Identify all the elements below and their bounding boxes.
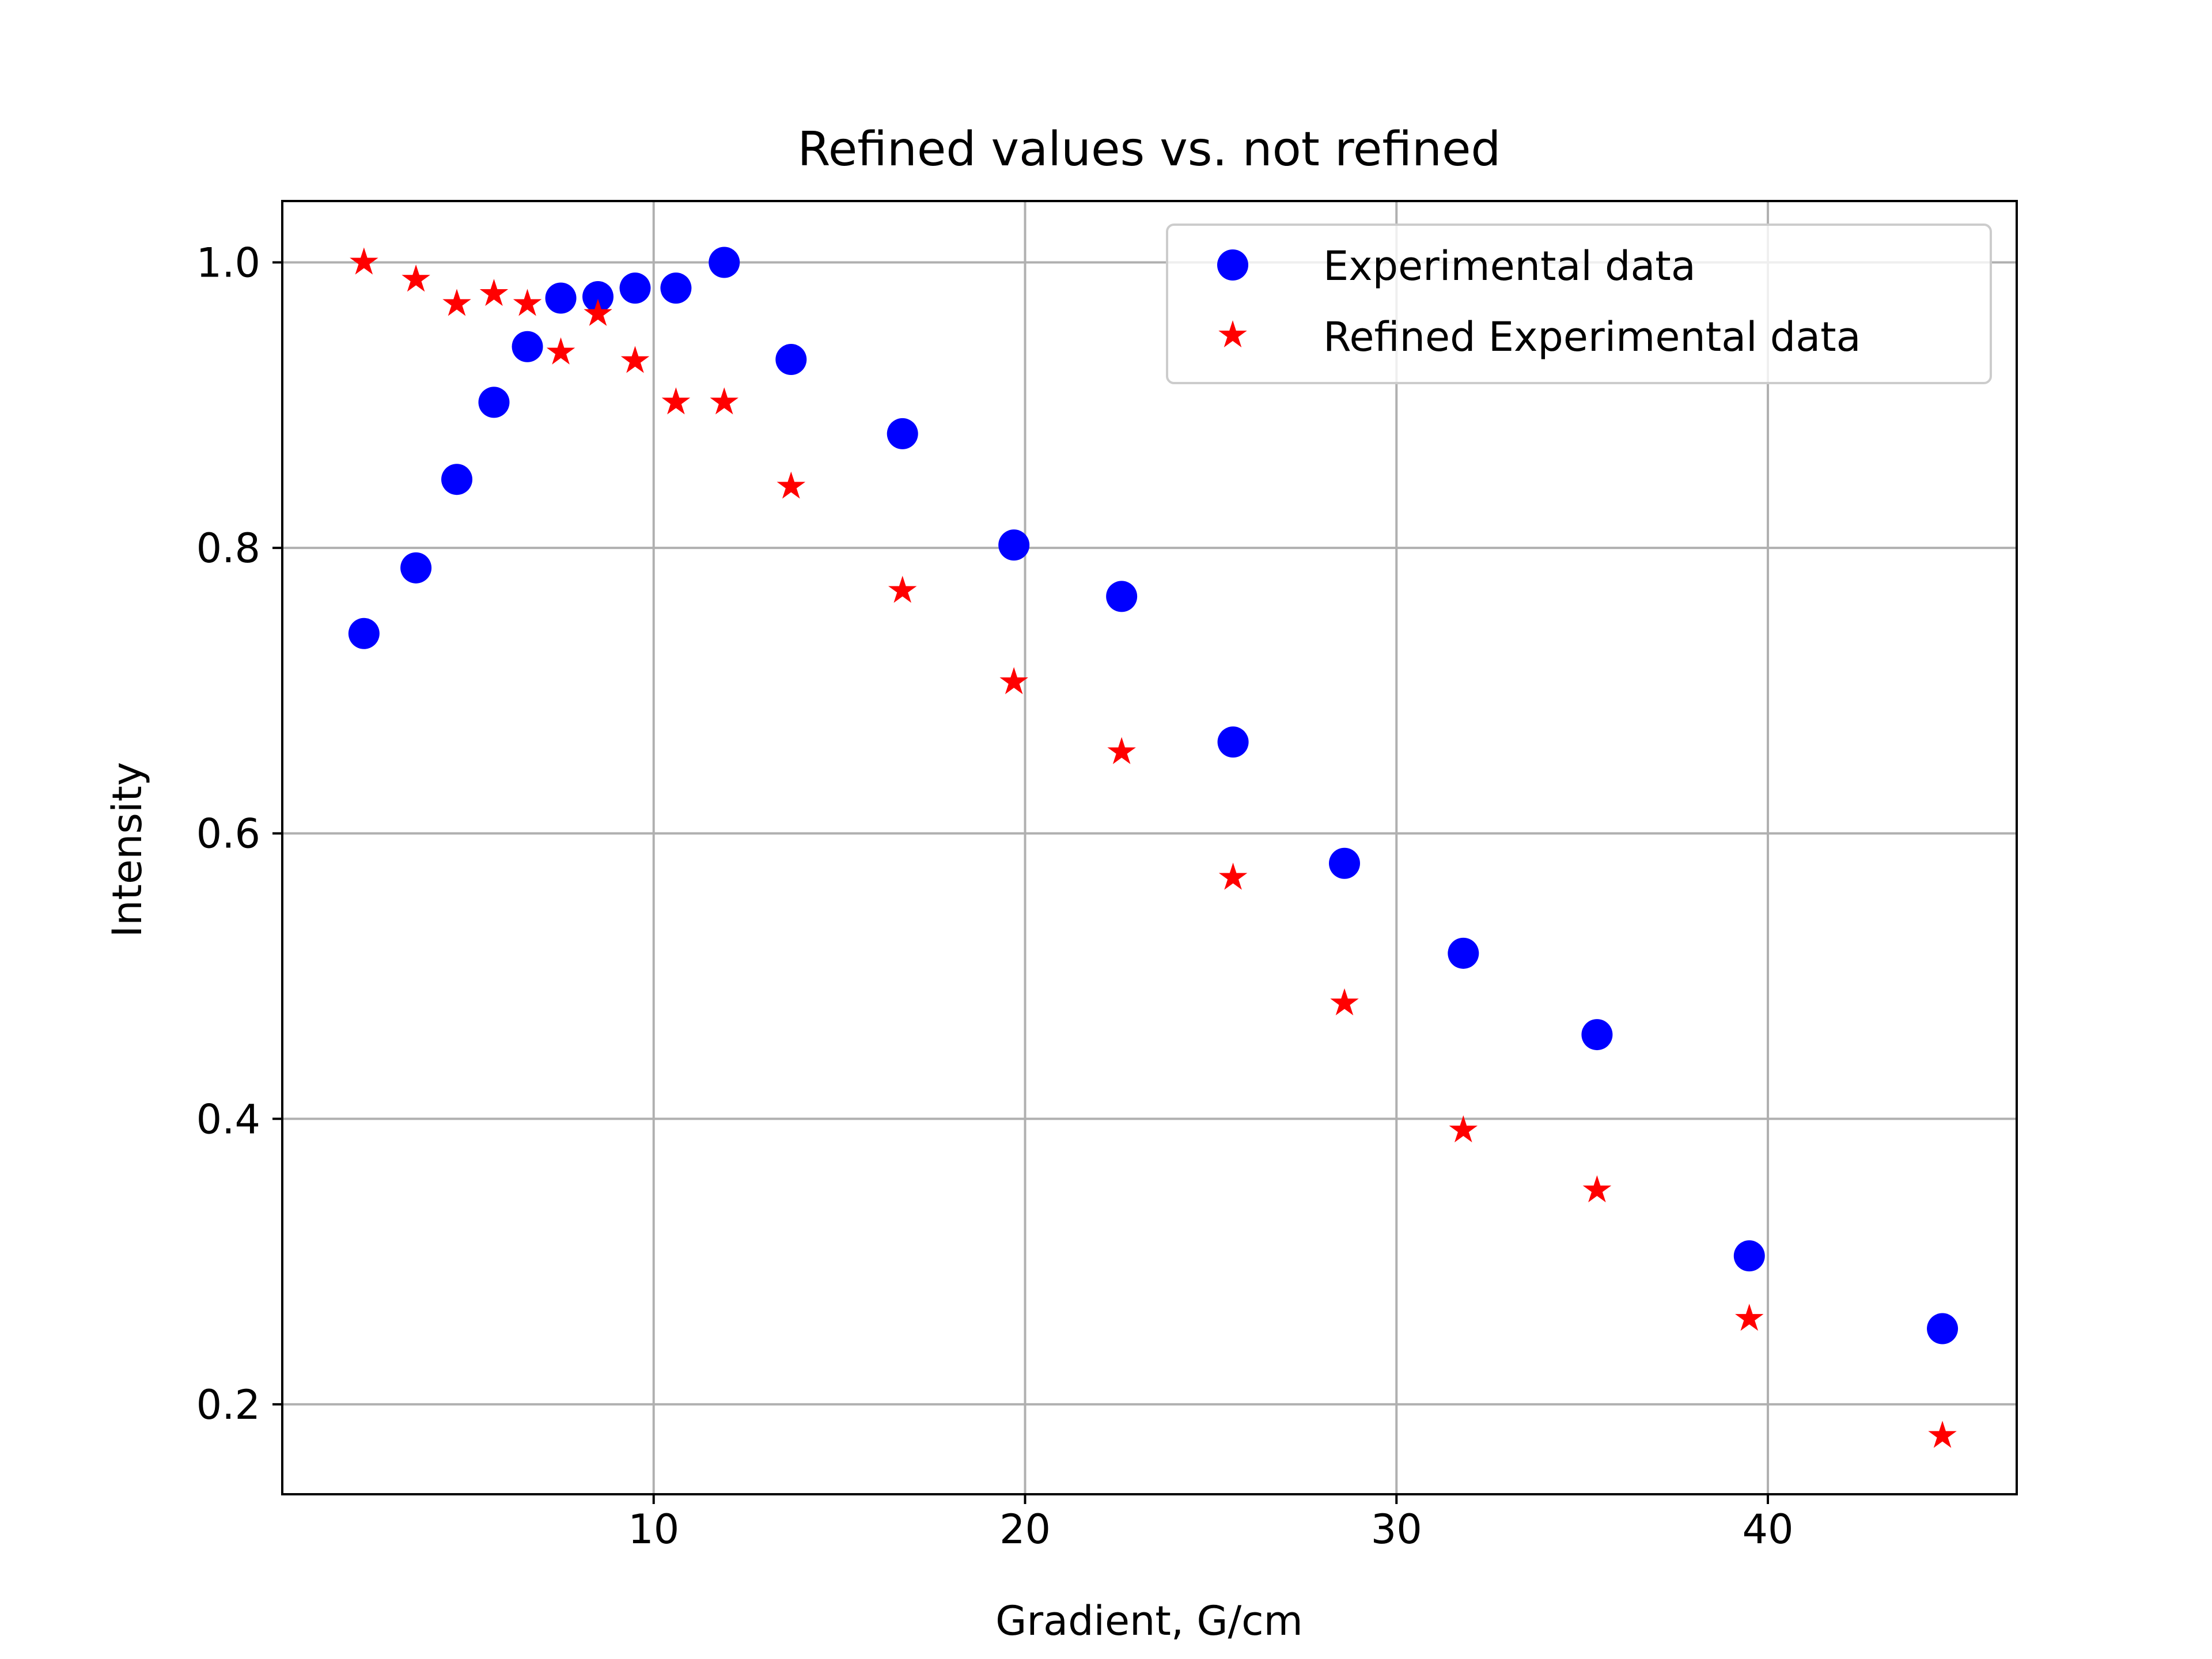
legend-marker-refined [1218, 320, 1247, 348]
data-point-circle [1106, 581, 1138, 612]
data-point-star [1107, 737, 1136, 764]
legend: Experimental data Refined Experimental d… [1166, 224, 1992, 384]
y-tick-label: 0.6 [196, 810, 260, 858]
chart-title: Refined values vs. not refined [798, 122, 1501, 177]
data-point-circle [348, 618, 380, 649]
data-point-circle [400, 552, 432, 584]
legend-box [1166, 224, 1992, 384]
data-point-star [661, 387, 691, 415]
data-point-star [710, 387, 738, 415]
data-point-circle [1448, 937, 1479, 969]
data-point-circle [512, 331, 543, 362]
data-point-circle [660, 272, 692, 304]
data-point-star [1330, 988, 1359, 1016]
y-tick-label: 0.2 [196, 1381, 260, 1429]
data-point-star [1928, 1421, 1957, 1448]
data-point-star [546, 337, 575, 365]
data-point-circle [582, 281, 614, 313]
x-tick-label: 30 [1371, 1506, 1422, 1553]
data-point-circle [1217, 726, 1249, 758]
y-tick-label: 0.4 [196, 1096, 260, 1143]
y-tick-label: 1.0 [196, 240, 260, 287]
data-point-circle [998, 529, 1030, 561]
data-point-circle [1328, 847, 1360, 879]
data-point-star [1449, 1115, 1478, 1143]
data-point-circle [709, 247, 740, 278]
ticks-layer: 10 20 30 40 0.2 0.4 0.6 0.8 1.0 [196, 240, 1794, 1553]
data-point-star [1735, 1304, 1764, 1331]
series-refined [350, 247, 1957, 1448]
data-point-star [442, 289, 471, 316]
y-tick-label: 0.8 [196, 525, 260, 572]
data-point-circle [887, 418, 918, 449]
data-point-circle [1927, 1313, 1959, 1344]
data-point-star [479, 279, 509, 306]
y-axis-label: Intensity [104, 762, 151, 938]
legend-label-experimental: Experimental data [1323, 243, 1696, 290]
data-point-star [402, 264, 430, 292]
data-point-star [777, 471, 806, 499]
data-point-star [513, 289, 542, 316]
data-point-star [999, 667, 1028, 695]
data-point-star [620, 346, 650, 373]
data-point-circle [775, 344, 807, 376]
data-point-circle [1581, 1019, 1613, 1051]
x-tick-label: 40 [1742, 1506, 1793, 1553]
data-point-circle [1733, 1240, 1765, 1272]
plot-frame [281, 200, 2018, 1495]
data-point-circle [619, 272, 651, 304]
data-point-circle [545, 282, 577, 314]
data-point-star [584, 298, 612, 326]
data-point-circle [478, 387, 510, 418]
data-point-star [1218, 862, 1248, 890]
series-experimental [348, 247, 1959, 1344]
plot-area [282, 201, 2017, 1494]
legend-marker-experimental [1217, 249, 1248, 281]
data-point-star [888, 575, 917, 603]
grid-layer [282, 201, 2017, 1494]
data-point-star [1582, 1175, 1612, 1203]
data-point-circle [441, 464, 473, 495]
x-tick-label: 10 [628, 1506, 679, 1553]
x-axis-label: Gradient, G/cm [995, 1597, 1303, 1645]
data-point-star [350, 247, 378, 275]
legend-star-shape [1218, 320, 1247, 348]
legend-label-refined: Refined Experimental data [1323, 313, 1861, 361]
series-layer [348, 247, 1959, 1448]
x-tick-label: 20 [999, 1506, 1051, 1553]
